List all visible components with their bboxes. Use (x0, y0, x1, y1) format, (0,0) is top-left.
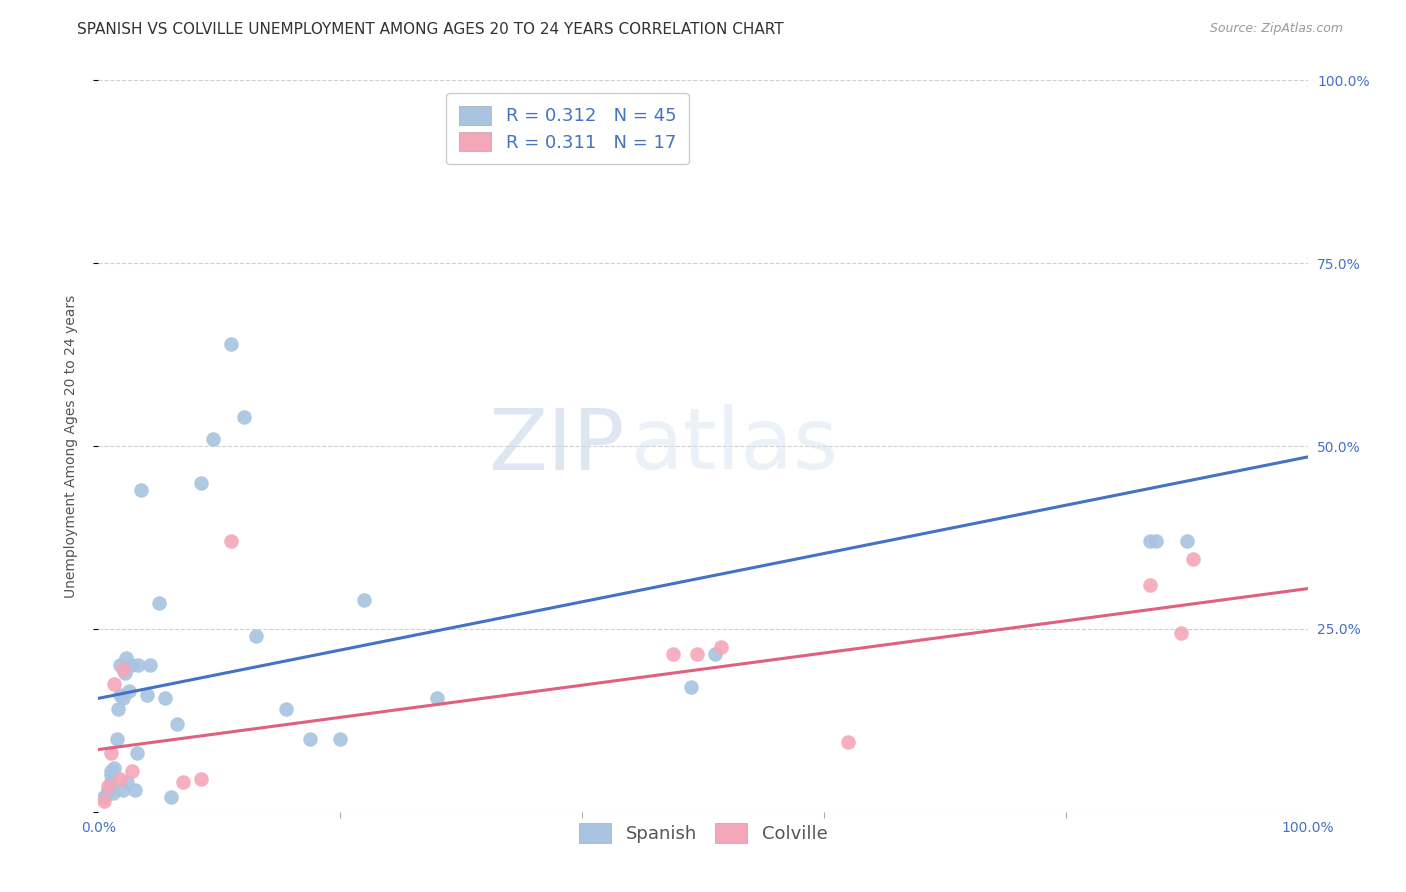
Point (111, 691, 134, 706)
Point (1139, 578, 1161, 592)
Point (172, 775, 194, 789)
Point (101, 787, 124, 801)
Point (1139, 534, 1161, 549)
Point (100, 746, 122, 760)
Point (107, 702, 129, 716)
Point (160, 790, 183, 805)
Point (661, 648, 683, 662)
Point (100, 775, 122, 789)
Point (837, 735, 859, 749)
Point (679, 681, 702, 695)
Legend: Spanish, Colville: Spanish, Colville (571, 816, 835, 850)
Point (1170, 625, 1192, 640)
Point (108, 772, 131, 786)
Point (135, 688, 157, 702)
Point (100, 768, 122, 782)
Point (121, 658, 143, 673)
Text: atlas: atlas (630, 404, 838, 488)
Point (190, 772, 212, 786)
Point (93, 790, 115, 805)
Point (426, 691, 449, 706)
Point (686, 648, 709, 662)
Point (127, 658, 149, 673)
Point (117, 775, 139, 789)
Point (127, 746, 149, 760)
Point (114, 665, 136, 680)
Point (1175, 534, 1198, 549)
Text: ZIP: ZIP (488, 404, 624, 488)
Point (93, 794, 115, 808)
Point (100, 779, 122, 793)
Point (353, 592, 375, 607)
Point (148, 596, 170, 610)
Point (124, 782, 146, 797)
Text: SPANISH VS COLVILLE UNEMPLOYMENT AMONG AGES 20 TO 24 YEARS CORRELATION CHART: SPANISH VS COLVILLE UNEMPLOYMENT AMONG A… (77, 22, 785, 37)
Point (108, 658, 131, 673)
Point (1146, 534, 1168, 549)
Point (299, 731, 322, 746)
Point (97, 779, 120, 793)
Point (202, 432, 225, 446)
Point (139, 658, 162, 673)
Point (704, 648, 727, 662)
Point (103, 761, 125, 775)
Point (108, 688, 131, 702)
Point (121, 764, 143, 779)
Point (710, 640, 733, 655)
Point (329, 731, 352, 746)
Point (153, 691, 176, 706)
Point (105, 731, 128, 746)
Point (129, 483, 152, 497)
Point (100, 764, 122, 779)
Point (97, 782, 120, 797)
Point (118, 684, 141, 698)
Point (221, 534, 243, 549)
Point (96, 787, 118, 801)
Point (221, 336, 243, 351)
Point (103, 676, 125, 690)
Text: Source: ZipAtlas.com: Source: ZipAtlas.com (1209, 22, 1343, 36)
Point (166, 717, 188, 731)
Point (232, 409, 254, 424)
Point (190, 475, 212, 490)
Point (245, 629, 267, 643)
Point (111, 782, 134, 797)
Point (274, 702, 297, 716)
Point (115, 651, 138, 665)
Point (111, 662, 134, 676)
Y-axis label: Unemployment Among Ages 20 to 24 years: Unemployment Among Ages 20 to 24 years (63, 294, 77, 598)
Point (1181, 552, 1204, 566)
